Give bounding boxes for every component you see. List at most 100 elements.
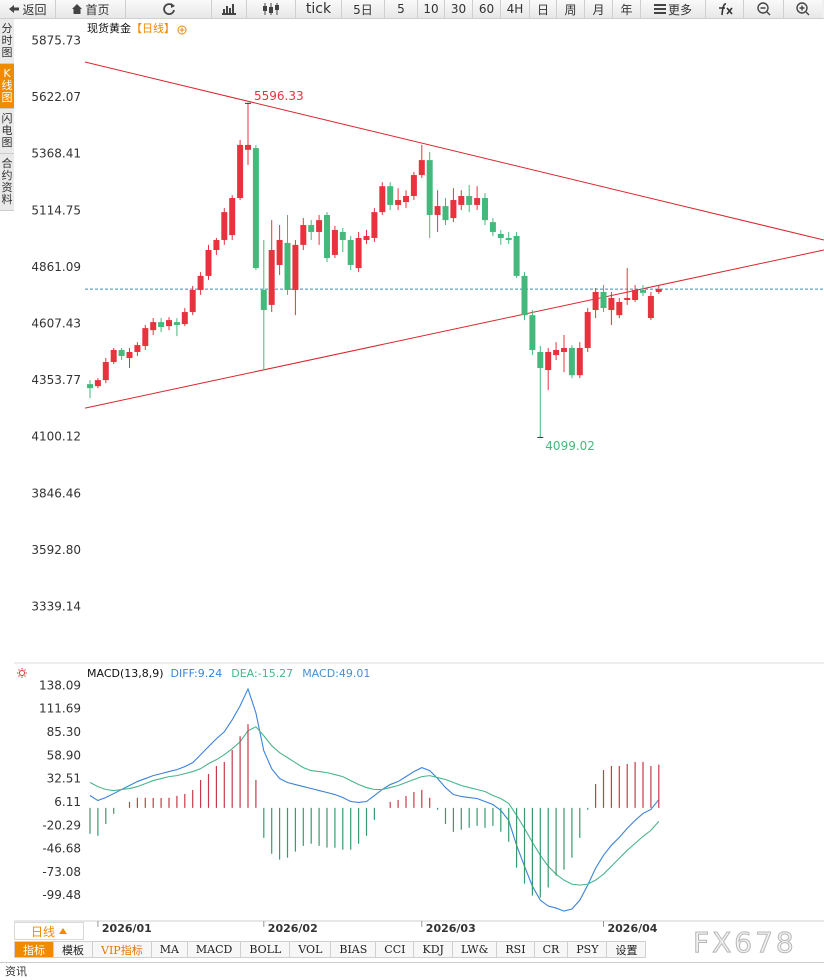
candle-body <box>331 229 338 255</box>
indicator-tab[interactable]: PSY <box>568 941 608 958</box>
candle-body <box>189 289 196 313</box>
formula-button[interactable] <box>706 0 744 18</box>
y-tick-label: 5622.07 <box>31 90 81 104</box>
toolbar: 返回 首页 tick 5日 5 10 30 60 4H 日 周 月 年 更多 <box>0 0 824 19</box>
side-tab[interactable]: K线图 <box>0 64 14 109</box>
period-button[interactable]: 30 <box>445 0 473 18</box>
indicator-tab[interactable]: 模板 <box>54 941 93 958</box>
candle-body <box>87 384 93 389</box>
indicator-title: MACD(13,8,9) <box>87 667 164 680</box>
candle-body <box>237 144 244 199</box>
footer[interactable]: 资讯 <box>0 962 824 979</box>
zoom-in-button[interactable] <box>784 0 822 18</box>
home-button[interactable]: 首页 <box>56 0 126 18</box>
candle-body <box>284 242 291 290</box>
x-tick-label: 2026/04 <box>608 922 658 935</box>
indicator-tab[interactable]: VIP指标 <box>93 941 152 958</box>
add-icon[interactable] <box>177 25 187 35</box>
indicator-tab[interactable]: VOL <box>290 941 332 958</box>
refresh-icon <box>162 3 175 15</box>
y-tick-label: 32.51 <box>47 772 81 786</box>
period-button[interactable]: 5日 <box>342 0 385 18</box>
chart-type-icon <box>222 4 236 15</box>
candle-body <box>537 351 544 369</box>
y-tick-label: 4353.77 <box>31 373 81 387</box>
low-label: 4099.02 <box>545 439 595 453</box>
y-tick-label: 4100.12 <box>31 430 81 444</box>
candle-body <box>324 214 330 259</box>
period-button[interactable]: 5 <box>385 0 418 18</box>
period-button[interactable]: 年 <box>613 0 641 18</box>
x-tick-label: 2026/01 <box>102 922 152 935</box>
y-tick-label: 85.30 <box>47 725 81 739</box>
legend-entry: DEA:-15.27 <box>231 667 293 680</box>
period-button[interactable]: 10 <box>418 0 445 18</box>
candle-body <box>260 289 267 311</box>
period-selector[interactable]: 日线 <box>14 922 84 940</box>
candle-body <box>458 196 465 205</box>
y-tick-label: 5368.41 <box>31 147 81 161</box>
y-tick-label: -73.08 <box>42 865 81 879</box>
indicator-tab[interactable]: BIAS <box>331 941 377 958</box>
refresh-button[interactable] <box>126 0 212 18</box>
candle-body <box>150 322 157 331</box>
candle-body <box>442 206 449 221</box>
zoom-out-button[interactable] <box>744 0 784 18</box>
trend-line <box>84 249 824 409</box>
add-icon-circle <box>177 25 187 35</box>
indicator-tab[interactable]: CCI <box>376 941 415 958</box>
candle-body <box>395 200 402 205</box>
candle-body <box>166 320 172 327</box>
side-tab[interactable]: 分时图 <box>0 19 14 64</box>
candle-body <box>94 380 101 387</box>
period-button[interactable]: 月 <box>585 0 613 18</box>
candle-body <box>339 231 346 240</box>
period-label: 日线 <box>30 924 55 939</box>
candle-body <box>245 144 251 150</box>
candle-body <box>489 222 496 232</box>
indicator-tab[interactable]: BOLL <box>241 941 291 958</box>
candle-body <box>363 235 370 240</box>
indicator-tab[interactable]: MA <box>151 941 188 958</box>
candle-body <box>545 351 552 371</box>
candle-body <box>640 289 646 293</box>
candle-body <box>355 237 362 269</box>
candle-body <box>205 250 212 276</box>
chart-subtitle: 【日线】 <box>131 21 175 35</box>
y-tick-label: 5875.73 <box>31 34 81 48</box>
chart-type-button[interactable] <box>212 0 247 18</box>
period-button[interactable]: 日 <box>530 0 557 18</box>
settings-icon[interactable] <box>17 668 27 678</box>
side-tab[interactable]: 闪电图 <box>0 109 14 154</box>
more-button[interactable]: 更多 <box>641 0 706 18</box>
legend-entry: MACD:49.01 <box>302 667 370 680</box>
x-tick-label: 2026/02 <box>268 922 318 935</box>
candle-body <box>213 239 220 251</box>
indicator-tab[interactable]: MACD <box>187 941 242 958</box>
period-button[interactable]: 4H <box>501 0 530 18</box>
candle-body <box>632 289 639 300</box>
period-button[interactable]: tick <box>296 0 342 18</box>
indicator-tab[interactable]: LW& <box>452 941 498 958</box>
indicator-tab[interactable]: 指标 <box>14 941 54 958</box>
candle-body <box>134 345 141 352</box>
candle-body <box>371 212 378 238</box>
candle-body <box>616 302 623 316</box>
candle-body <box>142 328 149 346</box>
indicator-tab[interactable]: CR <box>534 941 569 958</box>
period-button[interactable]: 60 <box>473 0 501 18</box>
candle-body <box>434 206 441 215</box>
back-button[interactable]: 返回 <box>0 0 56 18</box>
candle-body <box>450 200 457 219</box>
indicator-tab[interactable]: RSI <box>497 941 535 958</box>
home-icon <box>72 4 83 14</box>
indicator-tab[interactable]: 设置 <box>607 941 647 958</box>
candle-body <box>126 351 133 359</box>
side-tab[interactable]: 合约资料 <box>0 154 14 211</box>
period-button[interactable]: 周 <box>557 0 585 18</box>
indicator-tab[interactable]: KDJ <box>414 941 453 958</box>
menu-icon <box>653 4 666 14</box>
candle-body <box>229 198 236 236</box>
candle-button[interactable] <box>247 0 296 18</box>
candle-body <box>553 349 560 356</box>
